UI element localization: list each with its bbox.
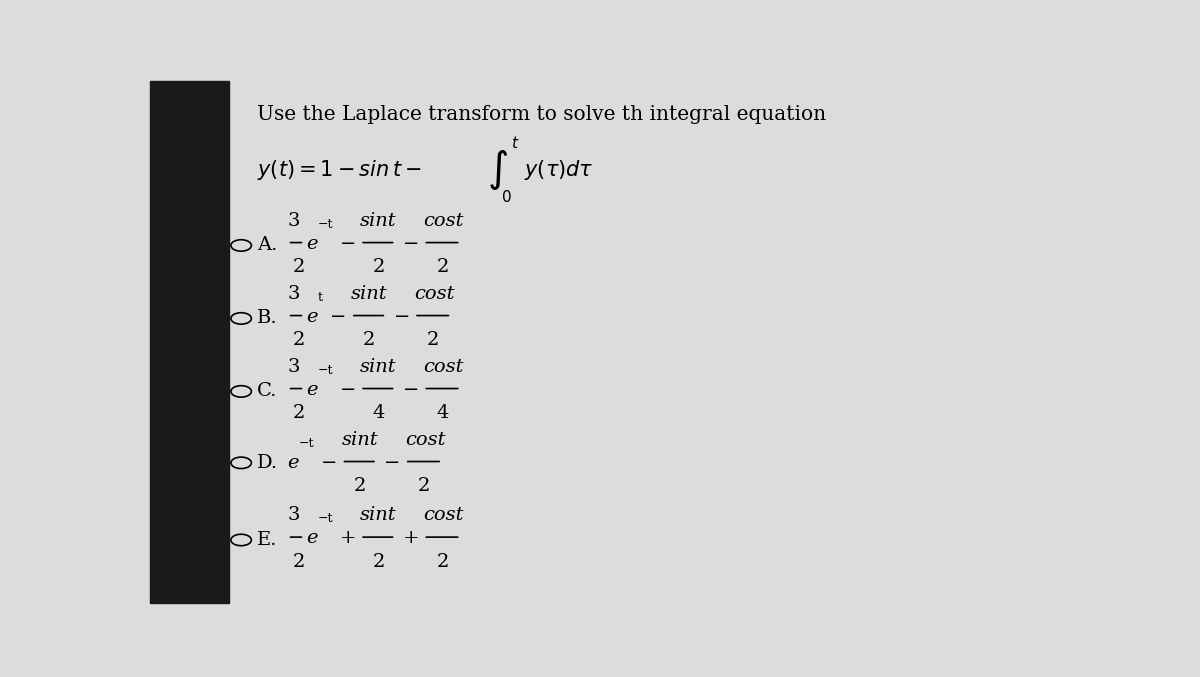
Text: cost: cost xyxy=(424,212,464,230)
Text: 2: 2 xyxy=(293,332,305,349)
Text: Use the Laplace transform to solve th integral equation: Use the Laplace transform to solve th in… xyxy=(257,105,826,124)
Text: cost: cost xyxy=(424,506,464,524)
Text: −: − xyxy=(322,454,337,472)
Text: −: − xyxy=(403,235,419,253)
Text: 3: 3 xyxy=(288,212,300,230)
Text: +: + xyxy=(340,529,356,548)
Text: +: + xyxy=(403,529,420,548)
Text: 2: 2 xyxy=(437,259,449,276)
Text: B.: B. xyxy=(257,309,277,328)
Text: 2: 2 xyxy=(354,477,366,496)
Text: cost: cost xyxy=(424,357,464,376)
Text: −: − xyxy=(403,381,419,399)
Text: −t: −t xyxy=(317,512,332,525)
Text: 2: 2 xyxy=(293,553,305,571)
Text: E.: E. xyxy=(257,531,277,549)
Text: 2: 2 xyxy=(293,259,305,276)
Text: D.: D. xyxy=(257,454,278,472)
Text: 2: 2 xyxy=(372,259,385,276)
Text: e: e xyxy=(306,381,318,399)
Text: e: e xyxy=(288,454,299,472)
Text: 2: 2 xyxy=(362,332,376,349)
Text: cost: cost xyxy=(414,285,455,303)
Text: −t: −t xyxy=(317,364,332,377)
Text: $\int$: $\int$ xyxy=(487,148,508,192)
Text: e: e xyxy=(306,308,318,326)
Text: 2: 2 xyxy=(427,332,439,349)
Text: −: − xyxy=(394,308,410,326)
Text: 2: 2 xyxy=(418,477,431,496)
Text: −: − xyxy=(340,381,356,399)
Text: −: − xyxy=(340,235,356,253)
Text: −t: −t xyxy=(317,218,332,231)
Text: 2: 2 xyxy=(437,553,449,571)
Text: 3: 3 xyxy=(288,357,300,376)
Text: sint: sint xyxy=(360,506,397,524)
Text: $\mathit{y}(\tau)\mathit{d}\tau$: $\mathit{y}(\tau)\mathit{d}\tau$ xyxy=(524,158,594,182)
Text: 3: 3 xyxy=(288,506,300,524)
Text: −: − xyxy=(330,308,347,326)
Text: 2: 2 xyxy=(372,553,385,571)
Text: sint: sint xyxy=(342,431,378,449)
Text: sint: sint xyxy=(360,357,397,376)
Text: A.: A. xyxy=(257,236,277,255)
Text: e: e xyxy=(306,235,318,253)
Text: t: t xyxy=(317,291,323,304)
Bar xyxy=(150,81,229,603)
Text: sint: sint xyxy=(360,212,397,230)
Text: cost: cost xyxy=(404,431,445,449)
Text: C.: C. xyxy=(257,383,277,400)
Text: 4: 4 xyxy=(372,404,385,422)
Text: 4: 4 xyxy=(437,404,449,422)
Text: $0$: $0$ xyxy=(500,189,511,205)
Text: −t: −t xyxy=(299,437,314,450)
Text: −: − xyxy=(384,454,401,472)
Text: $y(t) = 1 - \mathit{sin}\,t - $: $y(t) = 1 - \mathit{sin}\,t - $ xyxy=(257,158,421,182)
Text: 2: 2 xyxy=(293,404,305,422)
Text: 3: 3 xyxy=(288,285,300,303)
Text: sint: sint xyxy=(350,285,388,303)
Text: $t$: $t$ xyxy=(511,135,520,151)
Text: e: e xyxy=(306,529,318,548)
